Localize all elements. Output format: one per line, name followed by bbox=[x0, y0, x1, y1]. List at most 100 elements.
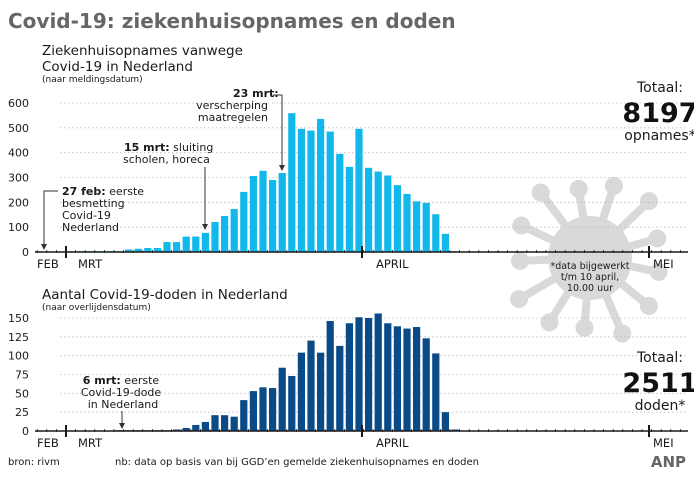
bar bbox=[365, 318, 373, 431]
chart1-subtitle: (naar meldingsdatum) bbox=[42, 75, 143, 85]
bar bbox=[163, 242, 171, 252]
bar bbox=[365, 167, 373, 252]
bar bbox=[384, 323, 392, 431]
total-label: Totaal: bbox=[636, 350, 683, 366]
annotation-text: scholen, horeca bbox=[123, 153, 210, 166]
y-tick-label: 100 bbox=[8, 350, 29, 363]
annotation-text: 23 mrt: bbox=[233, 87, 279, 100]
bar bbox=[336, 345, 344, 431]
bar bbox=[432, 353, 440, 431]
y-tick-label: 150 bbox=[8, 312, 29, 325]
annotation-text: 6 mrt: eerste bbox=[83, 374, 160, 387]
bar bbox=[153, 248, 161, 252]
chart1-title-line1: Ziekenhuisopnames vanwege bbox=[42, 43, 243, 59]
arrow-head-icon bbox=[279, 165, 285, 171]
y-tick-label: 125 bbox=[8, 331, 29, 344]
annotation-27-feb: 27 feb: eerste besmetting Covid-19 Neder… bbox=[41, 185, 144, 250]
annotation-15-mrt: 15 mrt: sluiting scholen, horeca bbox=[123, 141, 213, 230]
y-tick-label: 100 bbox=[8, 221, 29, 234]
anp-logo: ANP bbox=[651, 453, 686, 471]
bar bbox=[249, 176, 257, 252]
bar bbox=[307, 130, 315, 252]
bar bbox=[413, 327, 421, 431]
virus-icon bbox=[510, 176, 668, 343]
bar bbox=[355, 128, 363, 252]
total-unit: opnames* bbox=[624, 128, 694, 144]
bar bbox=[317, 352, 325, 431]
bar bbox=[336, 153, 344, 252]
bar bbox=[125, 249, 133, 252]
bar bbox=[384, 175, 392, 252]
total-deaths: Totaal: 2511 doden* bbox=[622, 350, 694, 414]
bar bbox=[288, 113, 296, 252]
admissions-chart: Ziekenhuisopnames vanwege Covid-19 in Ne… bbox=[8, 43, 694, 294]
bar bbox=[278, 173, 286, 252]
x-month-label: FEB bbox=[37, 257, 59, 271]
y-tick-label: 500 bbox=[8, 122, 29, 135]
bar bbox=[288, 376, 296, 431]
bar bbox=[192, 424, 200, 431]
total-value: 8197 bbox=[622, 98, 694, 129]
annotation-text: 15 mrt: sluiting bbox=[124, 141, 213, 154]
annotation-text: Nederland bbox=[62, 221, 119, 234]
arrow-head-icon bbox=[119, 423, 125, 429]
annotation-text: Covid-19-dode bbox=[81, 386, 162, 399]
y-tick-label: 75 bbox=[15, 369, 29, 382]
bar bbox=[441, 233, 449, 252]
bar bbox=[211, 221, 219, 252]
bar bbox=[182, 427, 190, 431]
bar bbox=[173, 429, 181, 431]
bar bbox=[259, 387, 267, 431]
bar bbox=[403, 193, 411, 252]
bar bbox=[259, 170, 267, 252]
y-tick-label: 25 bbox=[15, 406, 29, 419]
bar bbox=[269, 179, 277, 252]
bar bbox=[134, 248, 142, 252]
bar bbox=[345, 166, 353, 252]
x-month-label: FEB bbox=[37, 436, 59, 450]
bar bbox=[307, 340, 315, 431]
bar bbox=[374, 171, 382, 252]
annotation-leader-line bbox=[273, 94, 283, 168]
annotation-6-mrt: 6 mrt: eerste Covid-19-dode in Nederland bbox=[81, 374, 162, 429]
note-line: t/m 10 april, bbox=[561, 272, 619, 283]
bar bbox=[413, 201, 421, 252]
arrow-head-icon bbox=[41, 244, 47, 250]
deaths-chart: Aantal Covid-19-doden in Nederland (naar… bbox=[8, 287, 694, 450]
bar bbox=[211, 415, 219, 431]
x-month-label: MEI bbox=[653, 257, 674, 271]
bar bbox=[221, 215, 229, 252]
bar bbox=[230, 416, 238, 431]
bar bbox=[201, 232, 209, 252]
y-tick-label: 0 bbox=[22, 246, 29, 259]
bar bbox=[326, 131, 334, 252]
total-unit: doden* bbox=[635, 398, 686, 414]
y-tick-label: 200 bbox=[8, 196, 29, 209]
bar bbox=[240, 400, 248, 431]
bar bbox=[393, 326, 401, 431]
y-tick-label: 50 bbox=[15, 387, 29, 400]
bar bbox=[230, 209, 238, 252]
bar bbox=[182, 236, 190, 252]
x-month-label: MEI bbox=[653, 436, 674, 450]
annotation-text: maatregelen bbox=[198, 111, 268, 124]
x-month-label: MRT bbox=[78, 257, 103, 271]
bar bbox=[403, 328, 411, 431]
total-label: Totaal: bbox=[636, 80, 683, 96]
annotation-text: verscherping bbox=[196, 99, 268, 112]
x-month-label: APRIL bbox=[376, 257, 409, 271]
bar bbox=[173, 242, 181, 252]
x-month-label: APRIL bbox=[376, 436, 409, 450]
bar bbox=[422, 202, 430, 252]
bar bbox=[317, 118, 325, 252]
bar bbox=[355, 317, 363, 431]
bar bbox=[441, 412, 449, 431]
bar bbox=[374, 313, 382, 431]
footnote: nb: data op basis van bij GGD’en gemelde… bbox=[115, 457, 479, 468]
y-tick-label: 600 bbox=[8, 97, 29, 110]
bar bbox=[240, 191, 248, 252]
annotation-text: 27 feb: eerste bbox=[62, 185, 144, 198]
bar bbox=[326, 321, 334, 431]
page-title: Covid-19: ziekenhuisopnames en doden bbox=[8, 9, 456, 33]
bar bbox=[297, 352, 305, 431]
